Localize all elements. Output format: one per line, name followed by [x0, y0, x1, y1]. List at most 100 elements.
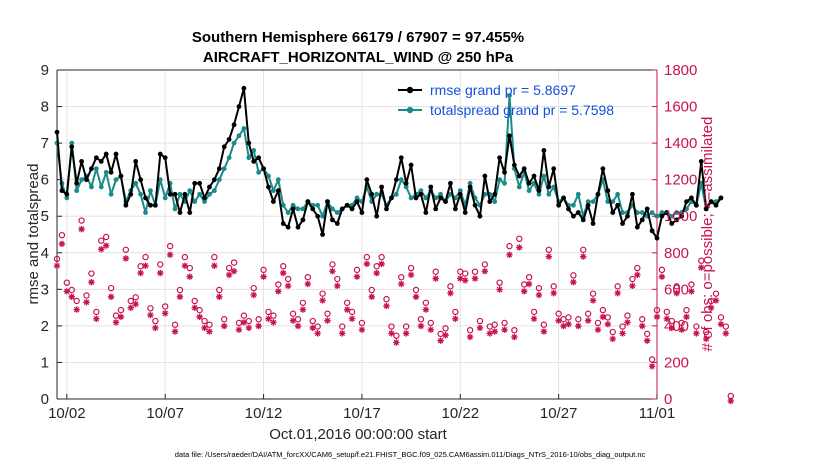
rmse-point [507, 133, 512, 139]
spread-point [374, 191, 380, 197]
obs-assimilated-marker [388, 330, 395, 337]
rmse-point [379, 184, 384, 190]
spread-point [241, 126, 247, 131]
rmse-point [556, 202, 562, 208]
obs-assimilated-marker [102, 242, 110, 249]
obs-possible-marker [314, 323, 321, 330]
obs-assimilated-marker [157, 269, 164, 277]
y-left-tick-label: 4 [41, 245, 49, 262]
y-axis-label-left: rmse and totalspread [25, 164, 42, 305]
rmse-point [389, 195, 394, 201]
spread-point [320, 213, 325, 219]
obs-possible-marker [476, 317, 484, 325]
rmse-point [143, 195, 148, 201]
obs-assimilated-marker [629, 282, 636, 290]
rmse-point [118, 173, 124, 179]
obs-assimilated-marker [363, 260, 371, 268]
obs-possible-marker [294, 316, 302, 323]
obs-possible-marker [540, 321, 548, 328]
obs-assimilated-marker [540, 328, 548, 335]
rmse-point [526, 180, 532, 186]
rmse-point [403, 180, 409, 186]
spread-point [526, 188, 532, 194]
obs-assimilated-marker [683, 313, 690, 321]
rmse-point [384, 206, 389, 212]
obs-possible-marker [688, 281, 695, 288]
y-right-tick-label: 1600 [664, 99, 697, 116]
obs-possible-marker [511, 327, 518, 334]
y-right-tick-label: 1400 [664, 135, 697, 152]
rmse-point [330, 217, 335, 223]
rmse-point [418, 191, 424, 197]
obs-possible-marker [653, 306, 661, 314]
y-right-tick-label: 0 [664, 391, 672, 408]
obs-possible-marker [299, 299, 307, 306]
y-right-tick-label: 600 [664, 281, 689, 298]
spread-point [536, 191, 542, 197]
obs-possible-marker [88, 270, 95, 277]
obs-possible-marker [309, 317, 316, 325]
x-tick-label: 11/01 [639, 405, 675, 422]
rmse-point [359, 210, 365, 215]
rmse-point [698, 158, 704, 164]
rmse-point [290, 206, 296, 212]
obs-possible-marker [275, 281, 282, 288]
rmse-point [123, 202, 129, 208]
obs-possible-marker [545, 246, 553, 253]
obs-assimilated-marker [619, 330, 626, 337]
rmse-point [393, 177, 399, 183]
rmse-point [246, 140, 252, 146]
obs-possible-marker [678, 319, 685, 327]
spread-point [330, 206, 335, 212]
spread-point [418, 188, 424, 194]
obs-assimilated-marker [191, 304, 198, 311]
obs-assimilated-marker [717, 321, 725, 328]
obs-possible-marker [388, 323, 395, 330]
obs-possible-marker [619, 323, 626, 330]
spread-point [393, 191, 399, 197]
obs-possible-marker [717, 314, 725, 321]
rmse-point [654, 235, 660, 241]
obs-possible-marker [368, 286, 375, 294]
y-left-tick-label: 2 [41, 318, 49, 335]
obs-assimilated-marker [506, 251, 513, 258]
spread-point [649, 210, 655, 215]
obs-possible-marker [722, 323, 730, 330]
obs-assimilated-marker [535, 291, 543, 299]
obs-possible-marker [201, 317, 208, 325]
obs-assimilated-marker [68, 293, 75, 301]
rmse-point [575, 210, 581, 215]
spread-point [295, 206, 301, 212]
obs-possible-marker [481, 261, 489, 268]
rmse-point [177, 210, 183, 215]
obs-assimilated-marker [58, 240, 66, 248]
rmse-point [54, 129, 60, 135]
obs-assimilated-marker [250, 291, 257, 299]
obs-assimilated-marker [112, 319, 120, 326]
obs-possible-marker [171, 321, 179, 328]
obs-possible-marker [191, 297, 198, 305]
rmse-point [167, 191, 173, 197]
obs-assimilated-marker [609, 335, 616, 343]
obs-assimilated-marker [196, 313, 203, 321]
obs-assimilated-marker [373, 269, 380, 277]
obs-possible-marker [639, 316, 646, 323]
obs-possible-marker [530, 308, 538, 316]
spread-point [177, 191, 183, 197]
rmse-point [472, 202, 478, 208]
obs-possible-marker [658, 266, 666, 274]
obs-assimilated-marker [417, 322, 425, 330]
rmse-point [605, 188, 611, 194]
rmse-point [221, 144, 227, 150]
rmse-point [148, 202, 153, 208]
obs-assimilated-marker [648, 363, 656, 370]
spread-point [398, 177, 404, 183]
rmse-point [659, 213, 665, 219]
obs-possible-marker [589, 290, 597, 297]
obs-assimilated-marker [624, 319, 631, 326]
legend-rmse-marker [406, 86, 414, 94]
chart-title-line-1: Southern Hemisphere 66179 / 67907 = 97.4… [192, 29, 524, 46]
rmse-point [615, 202, 621, 208]
rmse-point [310, 206, 316, 212]
rmse-point [305, 199, 311, 205]
